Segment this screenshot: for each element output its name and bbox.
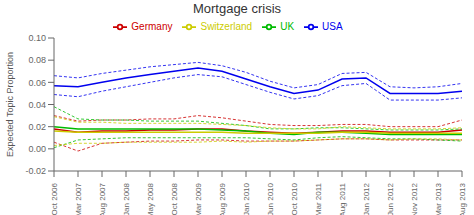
html-text:Switzerland: Switzerland	[200, 20, 253, 32]
svg-text:Jan 2012: Jan 2012	[362, 182, 371, 215]
svg-text:0.02: 0.02	[28, 122, 46, 132]
svg-text:Mar 2011: Mar 2011	[314, 182, 323, 215]
html-text:USA: USA	[322, 20, 343, 32]
svg-text:Jun 2010: Jun 2010	[266, 182, 275, 215]
svg-text:Aug 2009: Aug 2009	[218, 182, 227, 215]
svg-text:Expected Topic Proportion: Expected Topic Proportion	[8, 52, 15, 157]
svg-text:Oct 2010: Oct 2010	[290, 182, 299, 215]
svg-text:0.04: 0.04	[28, 100, 46, 110]
svg-text:Jan 2010: Jan 2010	[242, 182, 251, 215]
html-text:UK: UK	[280, 20, 295, 32]
svg-text:0.06: 0.06	[28, 78, 46, 88]
svg-text:Nov 2012: Nov 2012	[410, 182, 419, 215]
html-text:Mortgage crisis: Mortgage crisis	[192, 1, 282, 16]
svg-text:Aug 2011: Aug 2011	[338, 182, 347, 215]
svg-text:Jan 2008: Jan 2008	[122, 182, 131, 215]
svg-text:0.08: 0.08	[28, 55, 46, 65]
svg-text:0.00: 0.00	[28, 144, 46, 154]
svg-text:Mar 2013: Mar 2013	[434, 182, 443, 215]
svg-text:May 2008: May 2008	[146, 182, 155, 215]
svg-text:0.10: 0.10	[28, 33, 46, 43]
html-text:Germany: Germany	[131, 20, 173, 32]
svg-text:Aug 2013: Aug 2013	[458, 182, 467, 215]
svg-text:Oct 2008: Oct 2008	[170, 182, 179, 215]
svg-text:Jun 2012: Jun 2012	[386, 182, 395, 215]
svg-text:-0.02: -0.02	[25, 166, 46, 176]
svg-text:Oct 2006: Oct 2006	[50, 182, 59, 215]
svg-text:Aug 2007: Aug 2007	[98, 182, 107, 215]
svg-text:Mar 2009: Mar 2009	[194, 182, 203, 215]
svg-text:Mar 2007: Mar 2007	[74, 182, 83, 215]
